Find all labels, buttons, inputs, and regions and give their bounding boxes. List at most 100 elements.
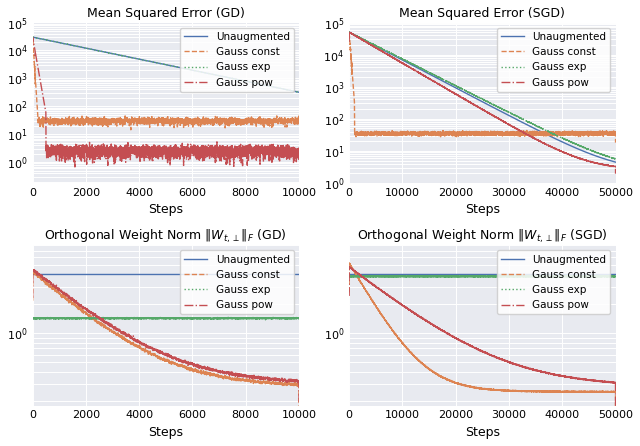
Gauss const	[29, 35, 36, 41]
Gauss pow	[447, 89, 455, 94]
Gauss pow	[490, 353, 497, 359]
Unaugmented	[447, 272, 455, 277]
Gauss const	[81, 121, 89, 127]
Line: Gauss const: Gauss const	[33, 271, 299, 406]
Gauss pow	[29, 35, 36, 40]
Gauss pow	[346, 29, 353, 35]
Title: Orthogonal Weight Norm $\|W_{t,\perp}\|_F$ (SGD): Orthogonal Weight Norm $\|W_{t,\perp}\|_…	[357, 227, 607, 245]
Unaugmented	[490, 105, 497, 110]
Gauss const	[159, 356, 167, 362]
Gauss const	[295, 404, 303, 409]
Gauss exp	[543, 128, 550, 133]
Gauss const	[45, 283, 52, 288]
Gauss exp	[281, 315, 289, 321]
Gauss const	[45, 117, 52, 123]
Gauss pow	[159, 349, 167, 355]
Gauss exp	[447, 81, 455, 86]
X-axis label: Steps: Steps	[465, 203, 500, 216]
Gauss const	[612, 414, 620, 420]
Gauss const	[447, 379, 455, 384]
Gauss exp	[45, 38, 52, 43]
Unaugmented	[159, 62, 166, 67]
Gauss exp	[410, 274, 417, 279]
Line: Gauss const: Gauss const	[349, 263, 616, 417]
Line: Gauss pow: Gauss pow	[349, 32, 616, 173]
Line: Gauss exp: Gauss exp	[349, 276, 616, 277]
Gauss pow	[543, 370, 550, 376]
Gauss exp	[81, 316, 89, 321]
Gauss exp	[612, 156, 620, 161]
Gauss exp	[295, 90, 303, 95]
Gauss exp	[281, 87, 289, 92]
Unaugmented	[281, 87, 289, 92]
Unaugmented	[281, 272, 289, 277]
Unaugmented	[346, 29, 353, 35]
Gauss const	[410, 352, 417, 358]
Gauss exp	[81, 45, 89, 50]
Gauss const	[295, 118, 303, 123]
Gauss pow	[490, 113, 497, 119]
Gauss pow	[295, 400, 303, 405]
Gauss const	[281, 116, 289, 121]
Line: Gauss pow: Gauss pow	[33, 269, 299, 402]
Gauss exp	[364, 38, 371, 44]
Gauss exp	[45, 316, 52, 321]
Unaugmented	[410, 63, 417, 68]
Gauss exp	[159, 315, 167, 321]
Unaugmented	[447, 83, 455, 88]
Legend: Unaugmented, Gauss const, Gauss exp, Gauss pow: Unaugmented, Gauss const, Gauss exp, Gau…	[497, 28, 611, 92]
Gauss pow	[71, 164, 79, 169]
Unaugmented	[506, 113, 513, 119]
Line: Gauss exp: Gauss exp	[33, 37, 299, 92]
Gauss exp	[353, 274, 361, 280]
Gauss const	[29, 268, 36, 273]
Unaugmented	[543, 132, 550, 137]
Gauss pow	[81, 305, 89, 310]
Line: Gauss const: Gauss const	[349, 33, 616, 143]
Gauss pow	[506, 122, 513, 128]
Line: Gauss pow: Gauss pow	[349, 267, 616, 408]
Line: Gauss exp: Gauss exp	[349, 32, 616, 159]
Gauss const	[364, 130, 371, 136]
Gauss const	[346, 290, 353, 295]
Gauss pow	[364, 277, 371, 283]
Gauss const	[81, 310, 89, 315]
Gauss exp	[29, 316, 36, 322]
Unaugmented	[346, 272, 353, 277]
Gauss const	[543, 389, 550, 394]
Unaugmented	[40, 272, 47, 277]
Gauss exp	[506, 274, 513, 279]
Gauss pow	[506, 360, 513, 365]
Gauss exp	[447, 274, 455, 279]
Title: Mean Squared Error (GD): Mean Squared Error (GD)	[87, 7, 244, 20]
Gauss pow	[410, 310, 417, 315]
Unaugmented	[81, 272, 89, 277]
Gauss exp	[410, 62, 417, 67]
Gauss exp	[506, 110, 513, 116]
Title: Orthogonal Weight Norm $\|W_{t,\perp}\|_F$ (GD): Orthogonal Weight Norm $\|W_{t,\perp}\|_…	[45, 227, 287, 245]
Title: Mean Squared Error (SGD): Mean Squared Error (SGD)	[399, 7, 565, 20]
Legend: Unaugmented, Gauss const, Gauss exp, Gauss pow: Unaugmented, Gauss const, Gauss exp, Gau…	[180, 250, 294, 314]
Gauss const	[490, 132, 497, 137]
Gauss const	[40, 116, 47, 121]
Line: Unaugmented: Unaugmented	[349, 32, 616, 162]
Gauss const	[506, 130, 513, 135]
Line: Unaugmented: Unaugmented	[33, 37, 299, 92]
Gauss pow	[81, 144, 89, 149]
Unaugmented	[410, 272, 417, 277]
Gauss exp	[568, 273, 576, 279]
Gauss exp	[104, 314, 112, 320]
Gauss pow	[30, 268, 38, 273]
Gauss pow	[447, 333, 455, 339]
Gauss pow	[543, 142, 550, 147]
Gauss exp	[295, 316, 303, 321]
Gauss pow	[281, 377, 289, 382]
Gauss pow	[29, 40, 36, 45]
Gauss pow	[346, 264, 353, 269]
Gauss pow	[612, 405, 620, 411]
Unaugmented	[364, 272, 371, 277]
Gauss exp	[364, 274, 371, 279]
X-axis label: Steps: Steps	[465, 426, 500, 439]
Unaugmented	[364, 39, 371, 44]
Unaugmented	[612, 272, 620, 277]
